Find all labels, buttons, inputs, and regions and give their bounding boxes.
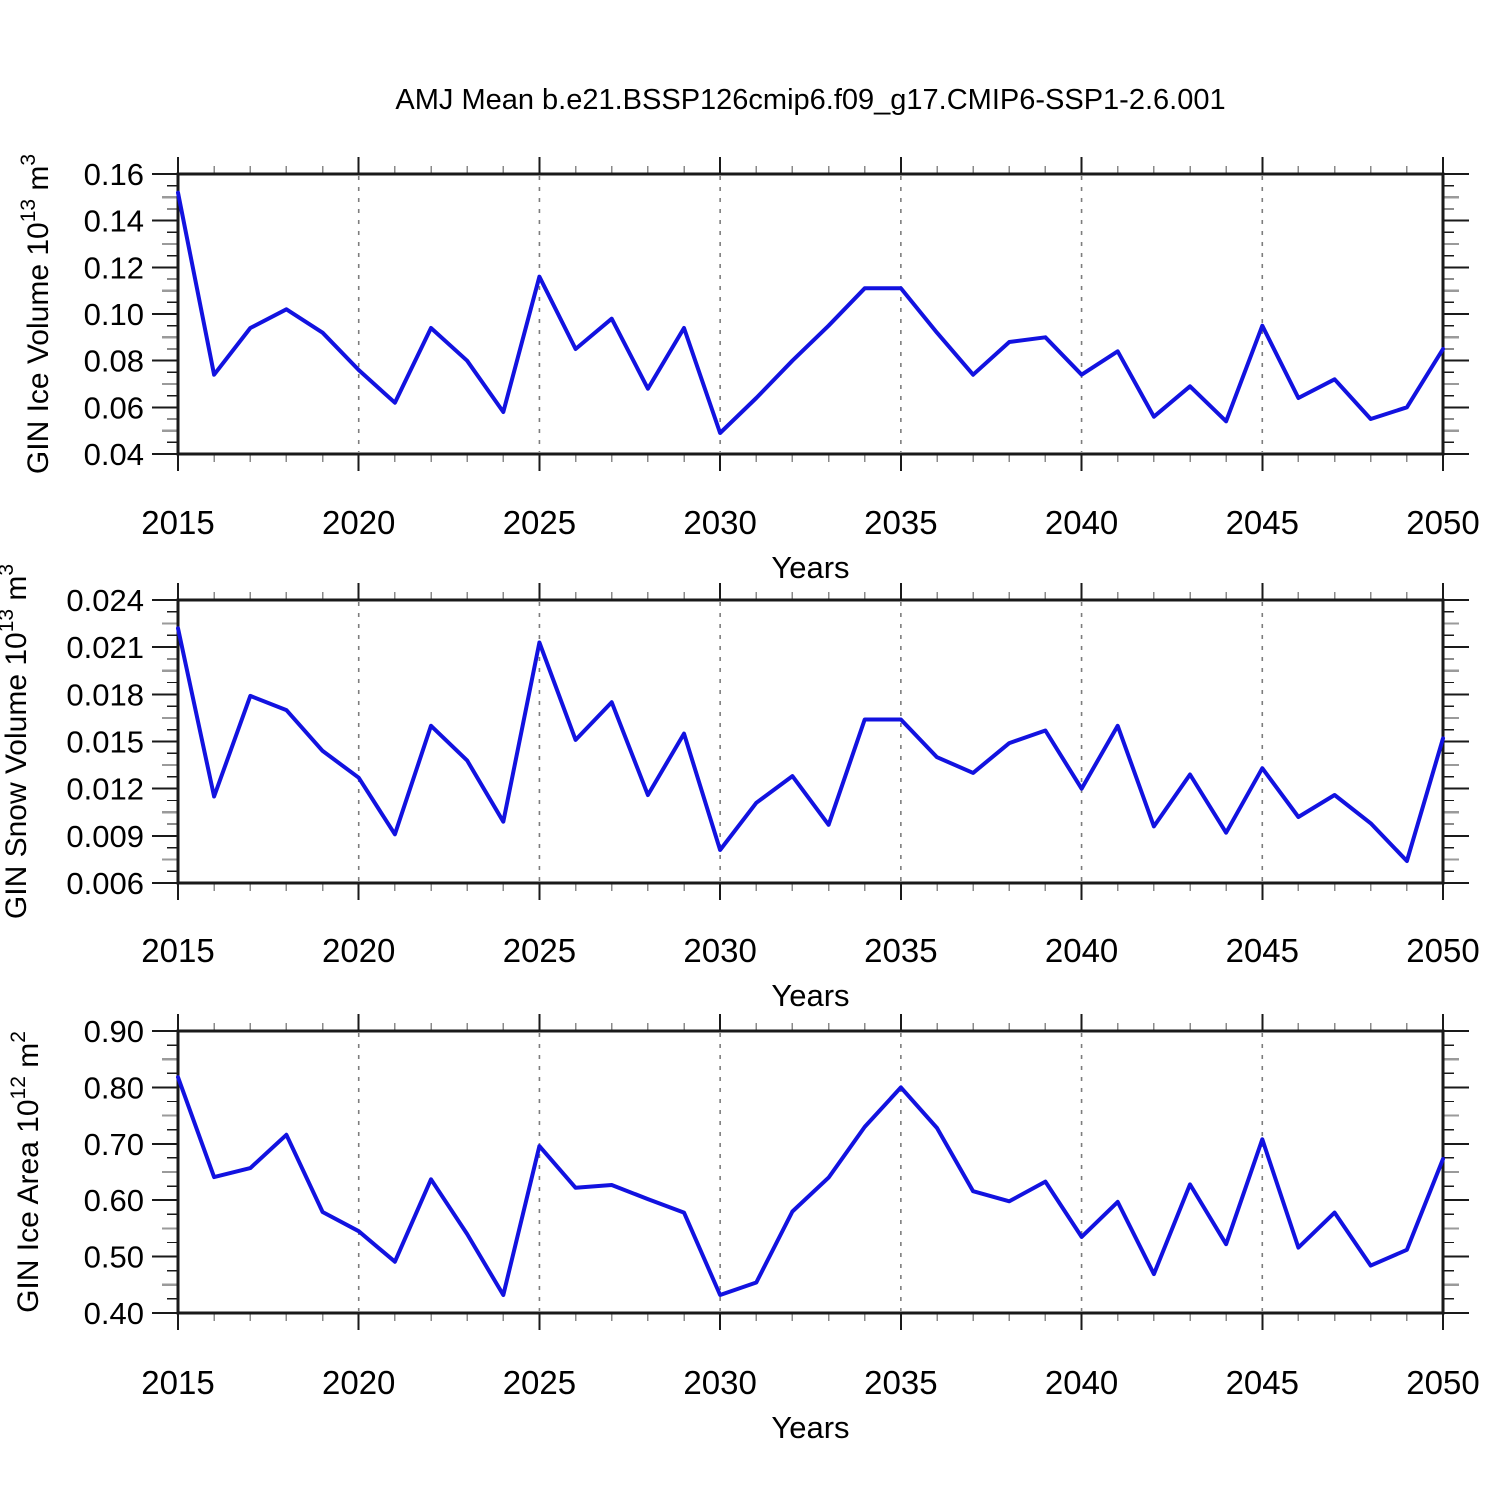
y-tick-label: 0.006	[66, 866, 144, 901]
x-tick-label: 2030	[683, 1364, 756, 1401]
x-tick-label: 2045	[1226, 932, 1299, 969]
y-tick-label: 0.90	[84, 1014, 144, 1049]
x-tick-label: 2015	[141, 504, 214, 541]
x-tick-label: 2040	[1045, 1364, 1118, 1401]
y-tick-label: 0.08	[84, 344, 144, 379]
x-tick-label: 2045	[1226, 504, 1299, 541]
series-line-gin-ice-area	[176, 1075, 1445, 1297]
panel-gin-snow-volume: 0.006 0.009 0.012 0.015 0.018 0.021 0.024 2015 2…	[0, 564, 1480, 1013]
y-tick-label: 0.009	[66, 819, 144, 854]
y-tick-label: 0.12	[84, 250, 144, 285]
panel-border	[176, 1029, 1445, 1315]
y-axis-title: GIN Ice Volume 1013 m3	[17, 154, 55, 474]
panel-border	[176, 172, 1445, 456]
x-tick-label: 2025	[503, 504, 576, 541]
y-tick-label: 0.40	[84, 1296, 144, 1331]
x-tick-label: 2040	[1045, 932, 1118, 969]
chart-title: AMJ Mean b.e21.BSSP126cmip6.f09_g17.CMIP…	[395, 84, 1226, 116]
y-axis-title: GIN Ice Area 1012 m2	[7, 1031, 45, 1313]
x-tick-label: 2045	[1226, 1364, 1299, 1401]
x-axis-title: Years	[771, 1410, 849, 1445]
y-tick-label: 0.10	[84, 297, 144, 332]
x-tick-label: 2020	[322, 504, 395, 541]
y-tick-label: 0.021	[66, 630, 144, 665]
x-tick-label: 2050	[1406, 1364, 1479, 1401]
x-tick-label: 2015	[141, 1364, 214, 1401]
y-tick-label: 0.60	[84, 1183, 144, 1218]
panel-gin-ice-volume: 0.04 0.06 0.08 0.10 0.12 0.14 0.16 2015 2020 2025…	[17, 154, 1480, 585]
y-tick-label: 0.80	[84, 1070, 144, 1105]
y-tick-label: 0.70	[84, 1127, 144, 1162]
x-tick-label: 2035	[864, 1364, 937, 1401]
y-tick-label: 0.50	[84, 1240, 144, 1275]
y-tick-label: 0.024	[66, 583, 144, 618]
y-axis-title: GIN Snow Volume 1013 m3	[0, 564, 33, 919]
panel-border	[176, 598, 1445, 885]
x-axis-title: Years	[771, 550, 849, 585]
x-tick-label: 2035	[864, 932, 937, 969]
y-tick-label: 0.04	[84, 437, 144, 472]
x-axis-title: Years	[771, 978, 849, 1013]
y-tick-label: 0.06	[84, 390, 144, 425]
x-tick-label: 2020	[322, 1364, 395, 1401]
x-tick-label: 2030	[683, 932, 756, 969]
x-tick-label: 2050	[1406, 932, 1479, 969]
x-tick-label: 2025	[503, 1364, 576, 1401]
series-line-gin-ice-volume	[176, 190, 1445, 435]
x-tick-label: 2030	[683, 504, 756, 541]
x-tick-label: 2050	[1406, 504, 1479, 541]
y-tick-label: 0.14	[84, 204, 144, 239]
x-tick-label: 2025	[503, 932, 576, 969]
y-tick-label: 0.015	[66, 725, 144, 760]
y-tick-label: 0.018	[66, 677, 144, 712]
series-line-gin-snow-volume	[176, 626, 1445, 863]
y-tick-label: 0.16	[84, 157, 144, 192]
x-tick-label: 2035	[864, 504, 937, 541]
y-tick-label: 0.012	[66, 772, 144, 807]
x-tick-label: 2040	[1045, 504, 1118, 541]
x-tick-label: 2015	[141, 932, 214, 969]
panel-gin-ice-area: 0.40 0.50 0.60 0.70 0.80 0.90 2015 2020 2025 2030…	[7, 1014, 1480, 1445]
x-tick-label: 2020	[322, 932, 395, 969]
